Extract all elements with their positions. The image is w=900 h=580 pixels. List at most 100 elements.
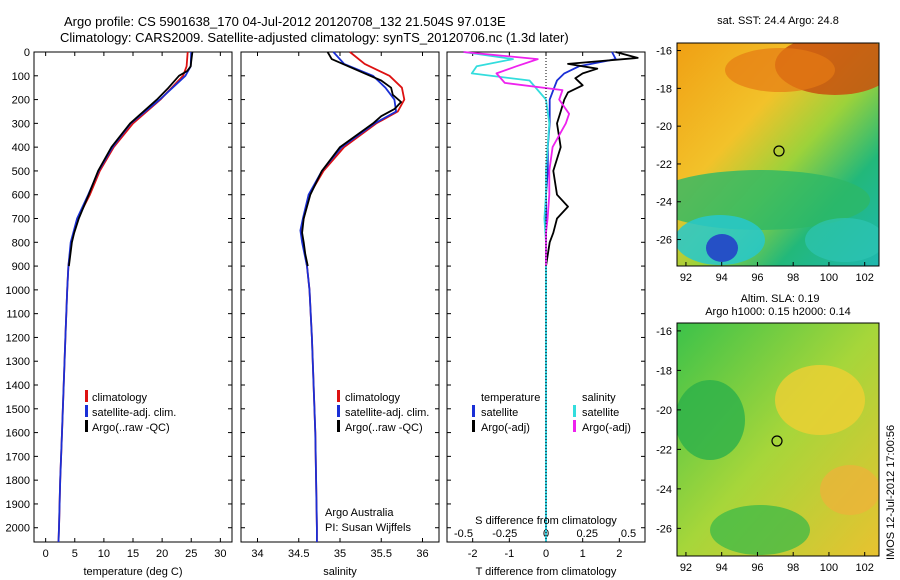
sla-map-title-line1: Altim. SLA: 0.19 [741, 293, 820, 305]
temperature-axis-label: temperature (deg C) [83, 566, 182, 578]
x-tick-label: -2 [468, 548, 478, 560]
x-tick-label: 36 [416, 548, 428, 560]
map-x-tick-label: 92 [680, 562, 692, 574]
legend-swatch-argo [337, 420, 340, 432]
series-line-argo-adj [463, 51, 570, 267]
map-y-tick-label: -24 [656, 484, 672, 496]
depth-tick-label: 0 [24, 47, 30, 59]
map-x-tick-label: 96 [751, 272, 763, 284]
map-y-tick-label: -18 [656, 365, 672, 377]
argo-float-marker [771, 435, 783, 447]
sst-cold-patch [706, 234, 738, 262]
legend-label-t-argo: Argo(-adj) [481, 422, 530, 434]
depth-tick-label: 1400 [6, 380, 30, 392]
map-y-tick-label: -22 [656, 444, 672, 456]
map-x-tick-label: 102 [856, 562, 874, 574]
legend-label-climatology: climatology [345, 392, 401, 404]
map-y-tick-label: -16 [656, 326, 672, 338]
difference-plot: -2 -1 0 1 2-0.5 -0.25 0 0.25 0.5 [454, 51, 639, 560]
series-line-climatology [57, 51, 189, 543]
depth-tick-label: 1600 [6, 428, 30, 440]
series-line-argo-raw-qc [301, 51, 403, 267]
salinity-axis-label: salinity [323, 566, 357, 578]
sla-low-patch [677, 380, 745, 460]
argo-float-marker [773, 145, 785, 157]
legend-swatch-t-satellite [472, 405, 475, 417]
x-tick-label: 5 [72, 548, 78, 560]
series-line-satellite-adj-clim [299, 51, 398, 542]
depth-tick-label: 100 [12, 71, 30, 83]
map-y-tick-label: -20 [656, 121, 672, 133]
map-y-tick-label: -20 [656, 405, 672, 417]
legend-header-salinity: salinity [582, 392, 616, 404]
depth-tick-label: 500 [12, 166, 30, 178]
t-difference-axis-label: T difference from climatology [476, 566, 617, 578]
figure-title-line1: Argo profile: CS 5901638_170 04-Jul-2012… [64, 14, 506, 29]
x-tick-label: 20 [156, 548, 168, 560]
map-x-tick-label: 100 [820, 562, 838, 574]
depth-tick-label: 1000 [6, 285, 30, 297]
depth-tick-label: 1100 [6, 309, 30, 321]
series-line-satellite-adj-clim [57, 51, 193, 543]
depth-tick-label: 600 [12, 190, 30, 202]
sst-map-axes: 92 94 96 98 100 102 -16 -18 -20 -22 -24 -26 [656, 46, 874, 284]
legend-swatch-climatology [337, 390, 340, 402]
legend-swatch-t-argo [472, 420, 475, 432]
x-tick-label: 2 [616, 548, 622, 560]
sla-map [676, 322, 880, 557]
temperature-panel-frame [33, 51, 233, 543]
legend-swatch-argo [85, 420, 88, 432]
depth-tick-label: 200 [12, 95, 30, 107]
depth-tick-label: 800 [12, 237, 30, 249]
sst-map-title: sat. SST: 24.4 Argo: 24.8 [717, 15, 839, 27]
series-line-argo-adj [545, 51, 639, 267]
depth-tick-label: 2000 [6, 523, 30, 535]
legend-label-satellite-adj: satellite-adj. clim. [345, 407, 429, 419]
sla-high-patch [820, 465, 879, 515]
sst-map-frame [676, 42, 880, 267]
map-y-tick-label: -24 [656, 197, 672, 209]
map-x-tick-label: 94 [716, 562, 728, 574]
map-x-tick-label: 98 [787, 562, 799, 574]
map-x-tick-label: 92 [680, 272, 692, 284]
legend-swatch-climatology [85, 390, 88, 402]
x-tick-label: 0 [43, 548, 49, 560]
top-tick-label: -0.5 [454, 528, 473, 540]
x-tick-label: 30 [214, 548, 226, 560]
legend-label-satellite-adj: satellite-adj. clim. [92, 407, 176, 419]
sla-low-patch [710, 505, 810, 555]
sst-warm-patch [725, 48, 835, 92]
annotation-pi-name: PI: Susan Wijffels [325, 522, 411, 534]
series-line-argo-raw-qc [68, 51, 194, 267]
depth-tick-label: 300 [12, 118, 30, 130]
figure-title-line2: Climatology: CARS2009. Satellite-adjuste… [60, 30, 569, 45]
map-y-tick-label: -16 [656, 46, 672, 58]
map-x-tick-label: 102 [856, 272, 874, 284]
sla-map-title-line2: Argo h1000: 0.15 h2000: 0.14 [705, 306, 851, 318]
temperature-legend: climatology satellite-adj. clim. Argo(..… [85, 390, 176, 434]
legend-label-argo: Argo(..raw -QC) [92, 422, 170, 434]
top-tick-label: -0.25 [492, 528, 517, 540]
sst-green-band [677, 170, 870, 230]
map-x-tick-label: 94 [716, 272, 728, 284]
x-tick-label: 35.5 [371, 548, 392, 560]
map-y-tick-label: -26 [656, 523, 672, 535]
legend-swatch-s-argo [573, 420, 576, 432]
map-y-tick-label: -18 [656, 83, 672, 95]
map-x-tick-label: 100 [820, 272, 838, 284]
annotation-argo-australia: Argo Australia [325, 507, 394, 519]
x-tick-label: 0 [543, 548, 549, 560]
map-y-tick-label: -22 [656, 159, 672, 171]
top-tick-label: 0.25 [577, 528, 598, 540]
map-x-tick-label: 96 [751, 562, 763, 574]
salinity-plot: 34 34.5 35 35.5 36 Argo Australia PI: Susan Wi… [251, 51, 429, 560]
depth-tick-label: 1900 [6, 499, 30, 511]
depth-axis: 0 100 200 300 400 500 600 700 800 900 1000 1100 1200… [6, 47, 645, 535]
sla-map-frame [676, 322, 880, 557]
depth-tick-label: 1200 [6, 332, 30, 344]
imos-timestamp: IMOS 12-Jul-2012 17:00:56 [885, 425, 897, 560]
legend-swatch-satellite-adj [337, 405, 340, 417]
legend-label-t-satellite: satellite [481, 407, 518, 419]
x-tick-label: 15 [127, 548, 139, 560]
x-tick-label: 35 [334, 548, 346, 560]
